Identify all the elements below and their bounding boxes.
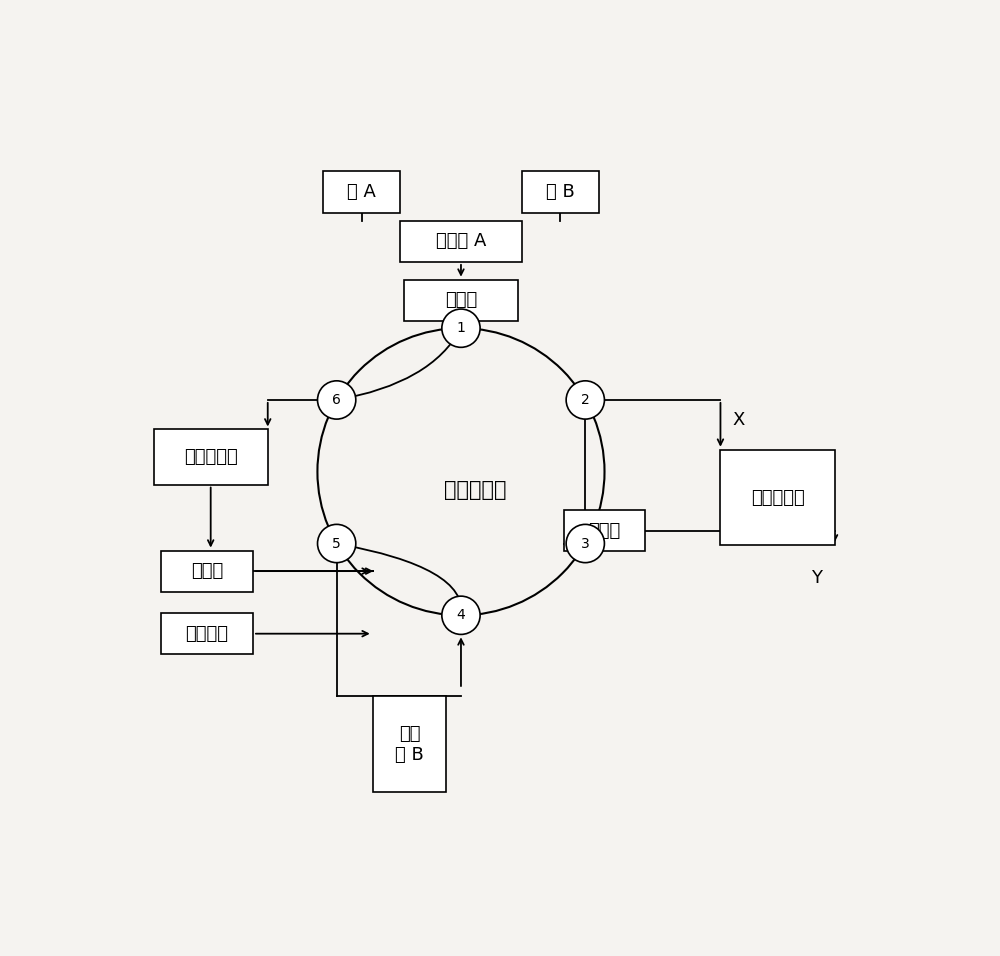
Text: 泵 B: 泵 B [546, 183, 575, 201]
Text: 检测器: 检测器 [191, 562, 223, 580]
Circle shape [566, 380, 604, 419]
FancyBboxPatch shape [522, 171, 599, 212]
Circle shape [442, 597, 480, 635]
FancyBboxPatch shape [400, 221, 522, 262]
Text: 收集器: 收集器 [588, 522, 621, 539]
FancyBboxPatch shape [161, 613, 253, 654]
Text: 泵 A: 泵 A [347, 183, 376, 201]
FancyBboxPatch shape [404, 279, 518, 321]
Circle shape [318, 525, 356, 563]
Text: 6: 6 [332, 393, 341, 407]
Text: 5: 5 [332, 536, 341, 551]
FancyBboxPatch shape [564, 510, 645, 552]
Text: X: X [733, 411, 745, 429]
FancyBboxPatch shape [154, 429, 268, 485]
FancyBboxPatch shape [373, 696, 446, 792]
Circle shape [442, 309, 480, 347]
Text: 进样阀: 进样阀 [445, 292, 477, 309]
Text: 富集柱阵列: 富集柱阵列 [751, 489, 804, 507]
Text: 混合器 A: 混合器 A [436, 232, 486, 250]
Text: 混合
器 B: 混合 器 B [395, 725, 424, 764]
Circle shape [318, 380, 356, 419]
Text: 3: 3 [581, 536, 590, 551]
Text: 稀释液泵: 稀释液泵 [186, 624, 229, 642]
Text: 1: 1 [457, 321, 465, 336]
Text: 两位六通阀: 两位六通阀 [444, 480, 507, 500]
FancyBboxPatch shape [323, 171, 400, 212]
FancyBboxPatch shape [720, 449, 835, 545]
Text: 分离柱阵列: 分离柱阵列 [184, 448, 238, 466]
Text: Y: Y [811, 570, 822, 588]
Text: 2: 2 [581, 393, 590, 407]
Circle shape [566, 525, 604, 563]
Text: 4: 4 [457, 608, 465, 622]
FancyBboxPatch shape [161, 551, 253, 592]
